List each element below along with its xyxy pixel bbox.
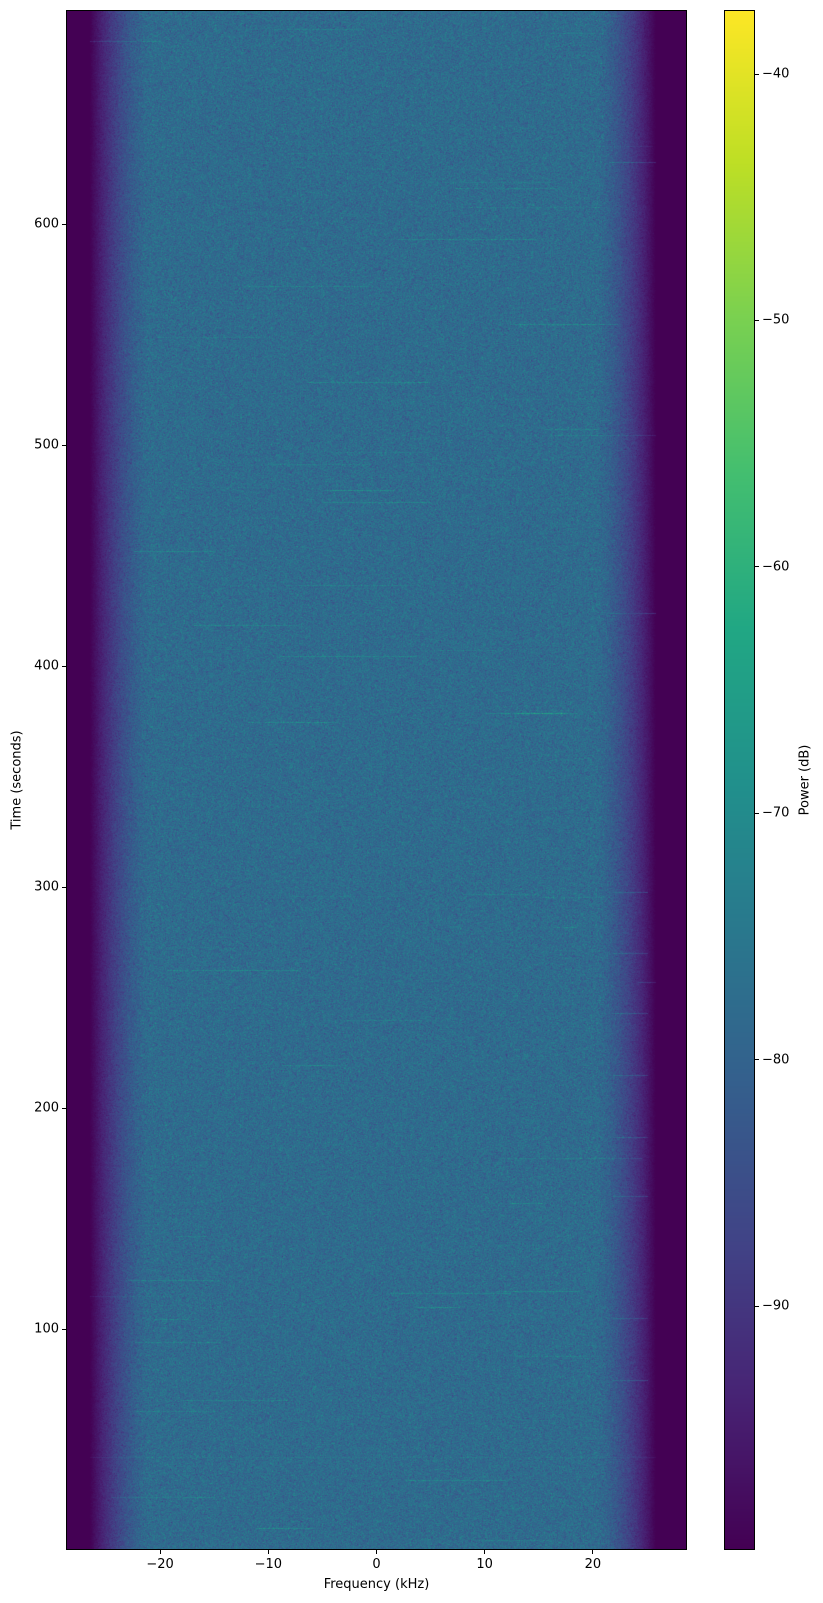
y-tick-mark (62, 886, 66, 888)
y-tick-label: 300 (34, 879, 59, 895)
colorbar-tick-mark (755, 73, 759, 75)
colorbar-tick-label: −90 (762, 1298, 790, 1314)
y-tick-mark (62, 1328, 66, 1330)
colorbar-tick-mark (755, 812, 759, 814)
colorbar-label: Power (dB) (797, 744, 813, 816)
x-tick-mark (592, 1550, 594, 1554)
y-tick-label: 500 (34, 437, 59, 453)
y-axis-label: Time (seconds) (9, 730, 25, 830)
y-tick-mark (62, 444, 66, 446)
y-tick-mark (62, 665, 66, 667)
y-tick-label: 400 (34, 658, 59, 674)
x-tick-label: −20 (146, 1557, 174, 1572)
x-axis-label: Frequency (kHz) (323, 1577, 430, 1592)
x-tick-mark (376, 1550, 377, 1554)
colorbar-tick-label: −40 (762, 66, 790, 82)
x-tick-label: 10 (476, 1557, 493, 1572)
y-tick-label: 200 (34, 1100, 59, 1116)
colorbar-tick-label: −70 (762, 805, 790, 821)
y-tick-mark (62, 1107, 66, 1109)
colorbar-tick-label: −60 (762, 559, 790, 575)
y-tick-label: 600 (34, 216, 59, 232)
y-tick-label: 100 (34, 1321, 59, 1337)
colorbar-tick-mark (755, 319, 759, 321)
colorbar-tick-mark (755, 1059, 759, 1061)
colorbar-tick-label: −80 (762, 1052, 790, 1068)
x-tick-mark (267, 1550, 269, 1554)
spectrogram-plot-area (66, 10, 687, 1550)
colorbar (724, 10, 755, 1550)
x-tick-label: 20 (584, 1557, 602, 1572)
y-tick-mark (62, 223, 66, 225)
colorbar-tick-label: −50 (762, 312, 790, 328)
colorbar-gradient (725, 11, 754, 1549)
x-tick-mark (484, 1550, 486, 1554)
x-tick-label: 0 (372, 1557, 381, 1572)
x-tick-label: −10 (254, 1557, 283, 1572)
x-tick-mark (159, 1550, 161, 1554)
spectrogram-heatmap (66, 10, 687, 1550)
colorbar-tick-mark (755, 1305, 759, 1307)
colorbar-tick-mark (755, 566, 759, 568)
